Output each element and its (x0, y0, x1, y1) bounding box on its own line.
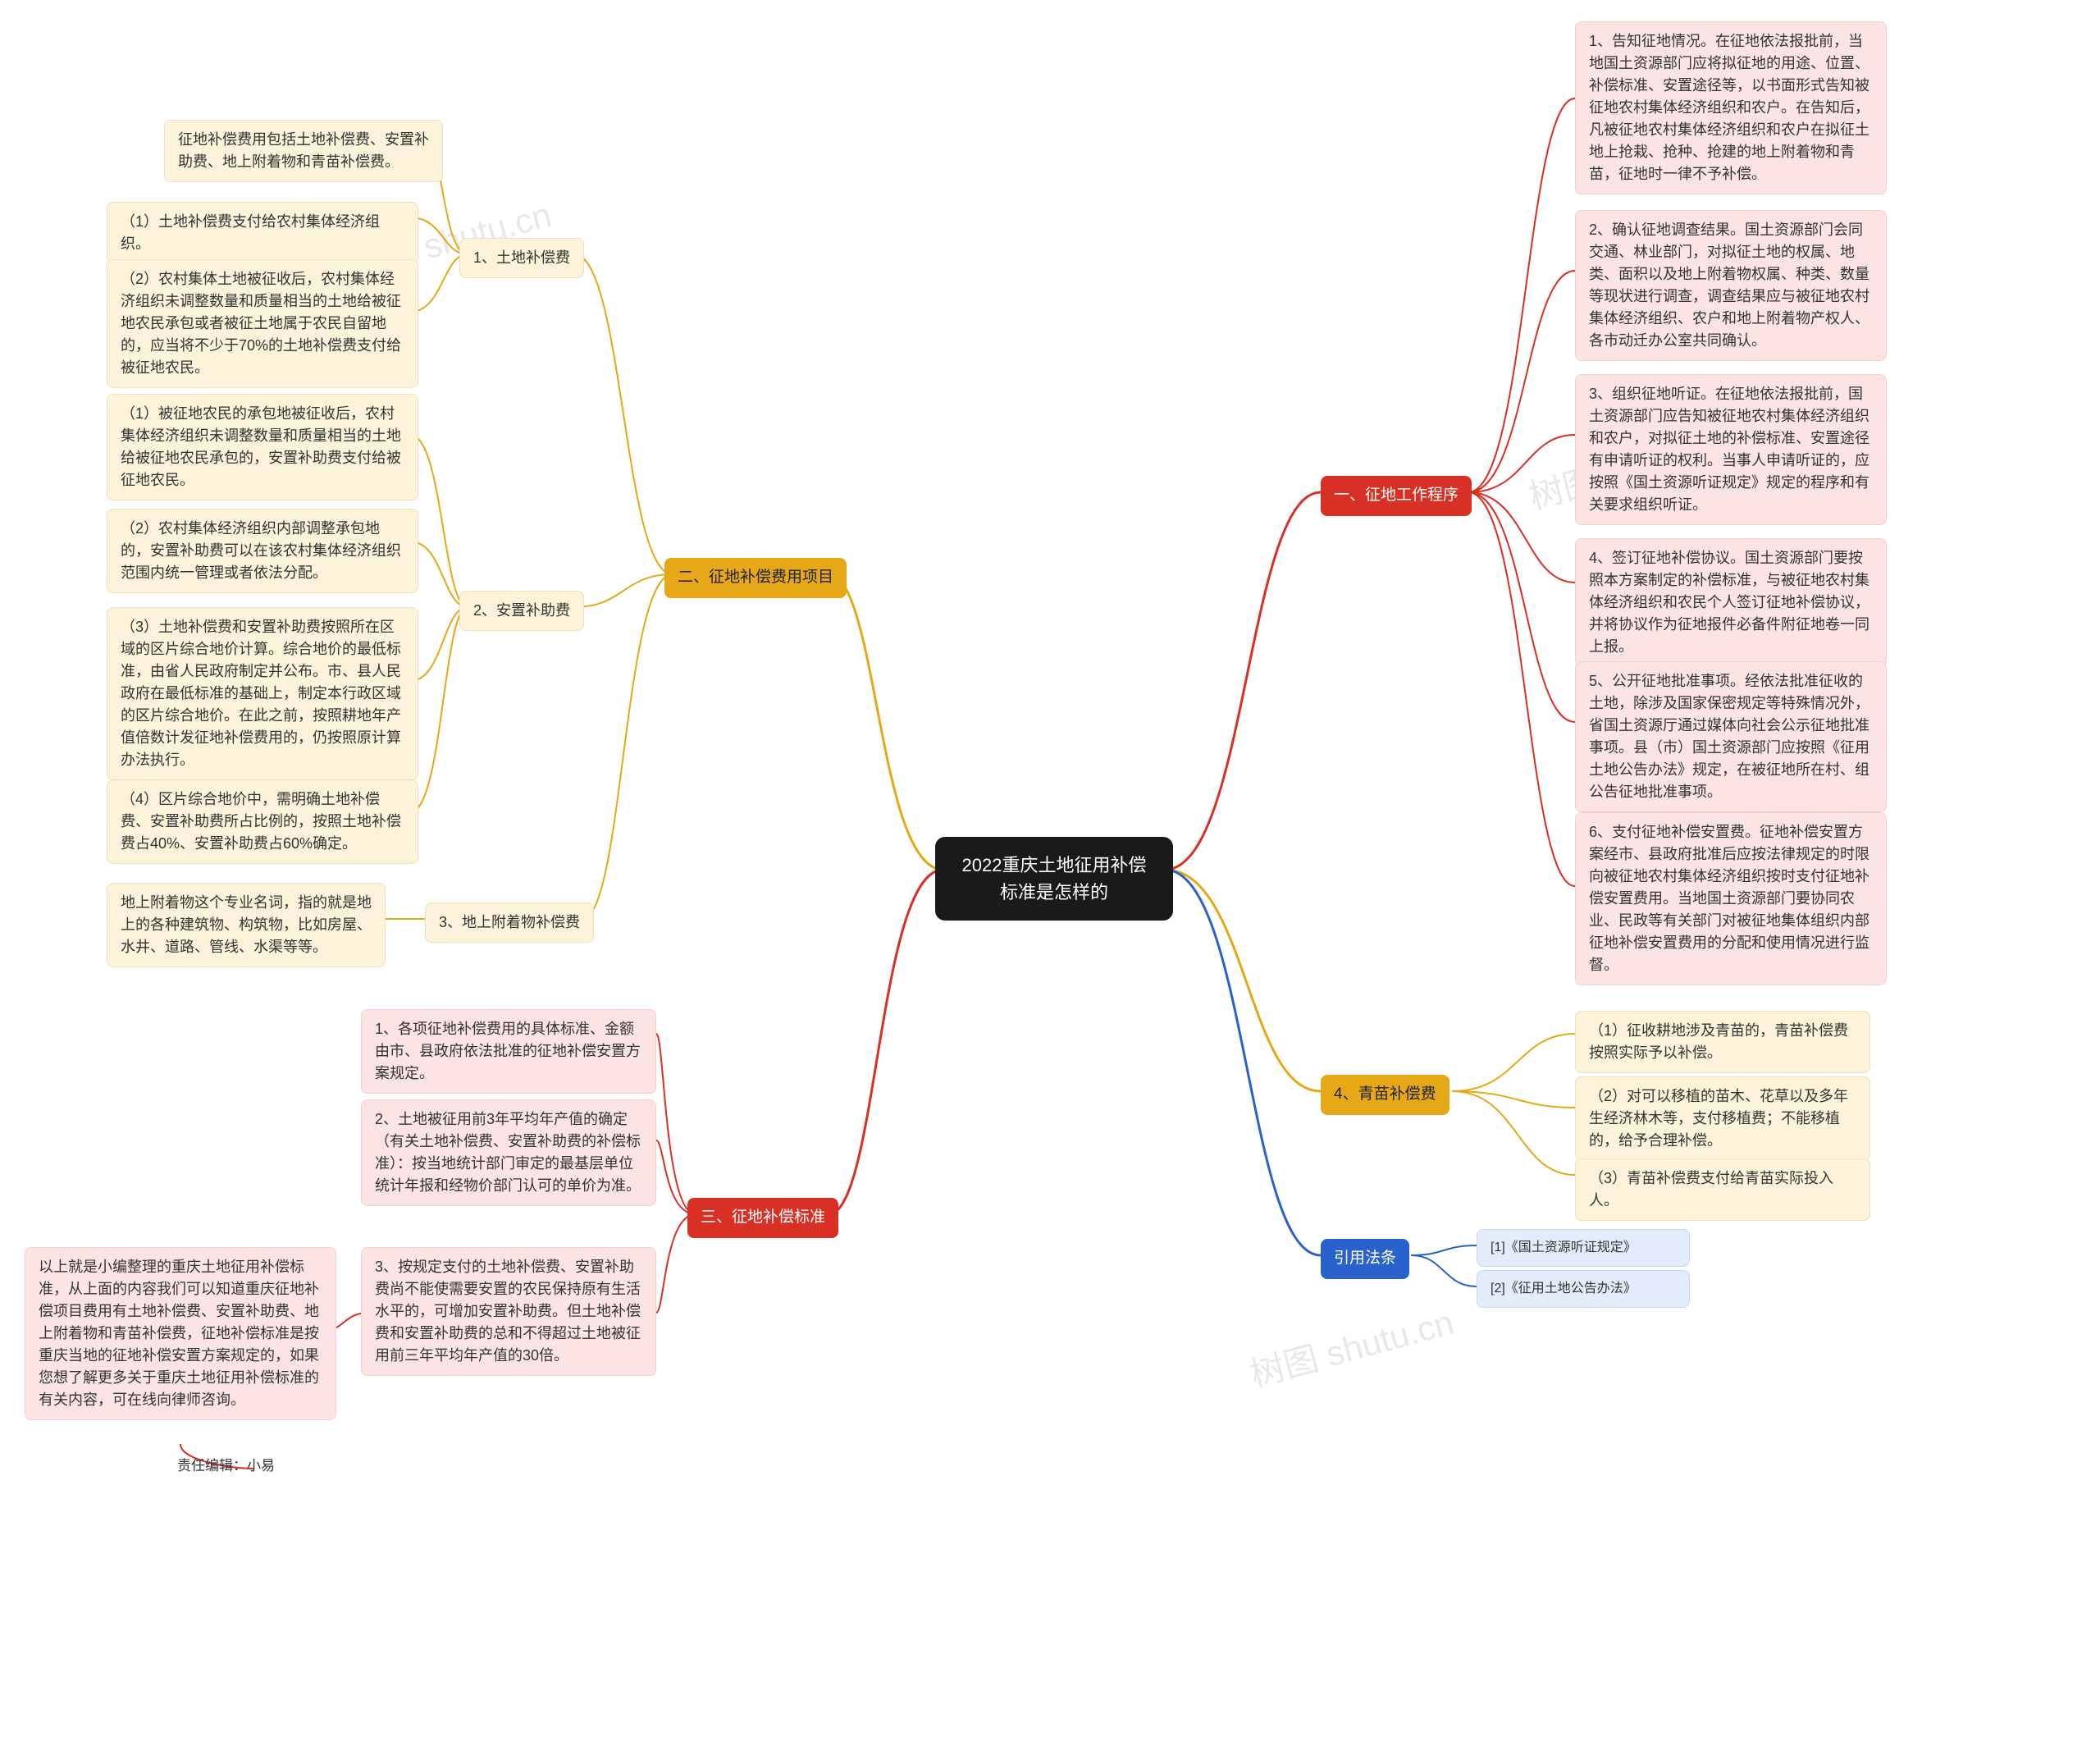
leaf-node: 5、公开征地批准事项。经依法批准征收的土地，除涉及国家保密规定等特殊情况外，省国… (1575, 661, 1887, 812)
leaf-node: 地上附着物这个专业名词，指的就是地上的各种建筑物、构筑物，比如房屋、水井、道路、… (107, 883, 386, 967)
leaf-node: 4、签订征地补偿协议。国土资源部门要按照本方案制定的补偿标准，与被征地农村集体经… (1575, 538, 1887, 667)
watermark: 树图 shutu.cn (1244, 1295, 1459, 1397)
leaf-node: 3、按规定支付的土地补偿费、安置补助费尚不能使需要安置的农民保持原有生活水平的，… (361, 1247, 656, 1376)
branch-node-items[interactable]: 二、征地补偿费用项目 (664, 558, 847, 598)
sub-node[interactable]: 1、土地补偿费 (459, 238, 584, 278)
branch-node-seedling[interactable]: 4、青苗补偿费 (1321, 1075, 1449, 1115)
leaf-node: 2、确认征地调查结果。国土资源部门会同交通、林业部门，对拟征土地的权属、地类、面… (1575, 210, 1887, 361)
leaf-node: （1）征收耕地涉及青苗的，青苗补偿费按照实际予以补偿。 (1575, 1011, 1870, 1073)
root-node[interactable]: 2022重庆土地征用补偿标准是怎样的 (935, 837, 1173, 921)
leaf-node: （2）对可以移植的苗木、花草以及多年生经济林木等，支付移植费；不能移植的，给予合… (1575, 1076, 1870, 1161)
sub-node[interactable]: 3、地上附着物补偿费 (425, 902, 594, 943)
leaf-node: （4）区片综合地价中，需明确土地补偿费、安置补助费所占比例的，按照土地补偿费占4… (107, 779, 418, 864)
branch-node-standard[interactable]: 三、征地补偿标准 (687, 1198, 838, 1238)
leaf-node: [2]《征用土地公告办法》 (1477, 1270, 1690, 1308)
leaf-node: 1、各项征地补偿费用的具体标准、金额由市、县政府依法批准的征地补偿安置方案规定。 (361, 1009, 656, 1094)
leaf-node: （3）青苗补偿费支付给青苗实际投入人。 (1575, 1158, 1870, 1221)
leaf-node: （3）土地补偿费和安置补助费按照所在区域的区片综合地价计算。综合地价的最低标准，… (107, 607, 418, 780)
leaf-node: [1]《国土资源听证规定》 (1477, 1229, 1690, 1267)
leaf-node: （2）农村集体经济组织内部调整承包地的，安置补助费可以在该农村集体经济组织范围内… (107, 509, 418, 593)
leaf-node: 2、土地被征用前3年平均年产值的确定（有关土地补偿费、安置补助费的补偿标准）：按… (361, 1099, 656, 1206)
branch-node-procedure[interactable]: 一、征地工作程序 (1321, 476, 1472, 516)
sub-node[interactable]: 2、安置补助费 (459, 591, 584, 631)
branch-node-law[interactable]: 引用法条 (1321, 1239, 1409, 1279)
leaf-node: 1、告知征地情况。在征地依法报批前，当地国土资源部门应将拟征地的用途、位置、补偿… (1575, 21, 1887, 194)
leaf-node: 6、支付征地补偿安置费。征地补偿安置方案经市、县政府批准后应按法律规定的时限向被… (1575, 812, 1887, 985)
leaf-node: （1）被征地农民的承包地被征收后，农村集体经济组织未调整数量和质量相当的土地给被… (107, 394, 418, 500)
leaf-node: 以上就是小编整理的重庆土地征用补偿标准，从上面的内容我们可以知道重庆征地补偿项目… (25, 1247, 336, 1420)
leaf-node: 3、组织征地听证。在征地依法报批前，国土资源部门应告知被征地农村集体经济组织和农… (1575, 374, 1887, 525)
leaf-node: （1）土地补偿费支付给农村集体经济组织。 (107, 202, 418, 264)
leaf-node: 征地补偿费用包括土地补偿费、安置补助费、地上附着物和青苗补偿费。 (164, 120, 443, 182)
leaf-node: （2）农村集体土地被征收后，农村集体经济组织未调整数量和质量相当的土地给被征地农… (107, 259, 418, 388)
editor-credit: 责任编辑：小易 (172, 1452, 280, 1480)
